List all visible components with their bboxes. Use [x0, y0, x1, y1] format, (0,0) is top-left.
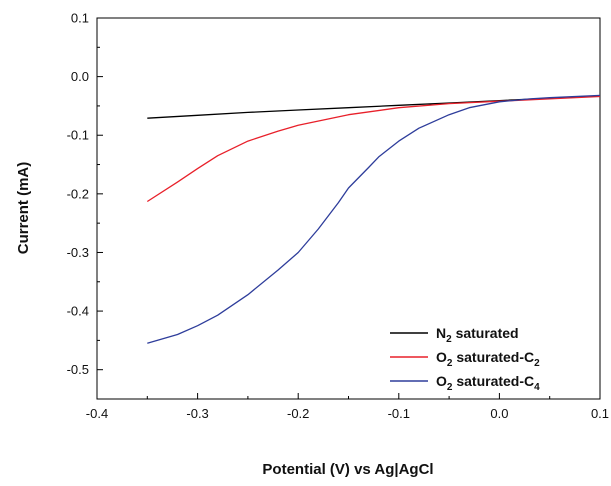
legend-label-subscript: 2 [446, 334, 452, 345]
y-tick-label: 0.0 [71, 69, 89, 84]
y-tick-label: -0.4 [67, 304, 89, 319]
legend-label-subscript-2: 4 [534, 382, 540, 393]
plot-area [96, 17, 601, 400]
x-tick-label: 0.0 [490, 406, 508, 421]
x-tick-label: -0.1 [388, 406, 410, 421]
series-layer [146, 94, 601, 344]
legend-label-main: O [436, 373, 447, 389]
legend-label-1: O2 saturated-C2 [436, 349, 540, 369]
series-line-2 [147, 94, 601, 344]
legend-label-subscript: 2 [447, 358, 453, 369]
legend-label-2: O2 saturated-C4 [436, 373, 540, 393]
legend-label-subscript-2: 2 [534, 358, 540, 369]
legend-label-main: N [436, 325, 446, 341]
y-tick-label: -0.5 [67, 362, 89, 377]
legend-label-main: O [436, 349, 447, 365]
plot-frame [96, 17, 601, 400]
x-tick-label: -0.3 [186, 406, 208, 421]
legend-label-rest: saturated [452, 325, 519, 341]
legend-label-subscript: 2 [447, 382, 453, 393]
x-tick-label: 0.1 [591, 406, 609, 421]
y-tick-label: -0.1 [67, 128, 89, 143]
series-line-1 [146, 95, 601, 203]
y-tick-label: -0.2 [67, 186, 89, 201]
y-tick-label: 0.1 [71, 11, 89, 26]
legend-label-rest: saturated-C [452, 373, 534, 389]
legend-label-rest: saturated-C [452, 349, 534, 365]
y-axis-title: Current (mA) [15, 162, 32, 255]
x-tick-label: -0.4 [86, 406, 108, 421]
x-tick-label: -0.2 [287, 406, 309, 421]
y-tick-label: -0.3 [67, 245, 89, 260]
legend-label-0: N2 saturated [436, 325, 519, 345]
ticks-layer: -0.4 -0.3 -0.2 -0.1 0.0 0.1 0.1 0.0 -0.1 -0.2 -0.3… [67, 11, 609, 422]
x-axis-title: Potential (V) vs Ag|AgCl [262, 461, 433, 478]
